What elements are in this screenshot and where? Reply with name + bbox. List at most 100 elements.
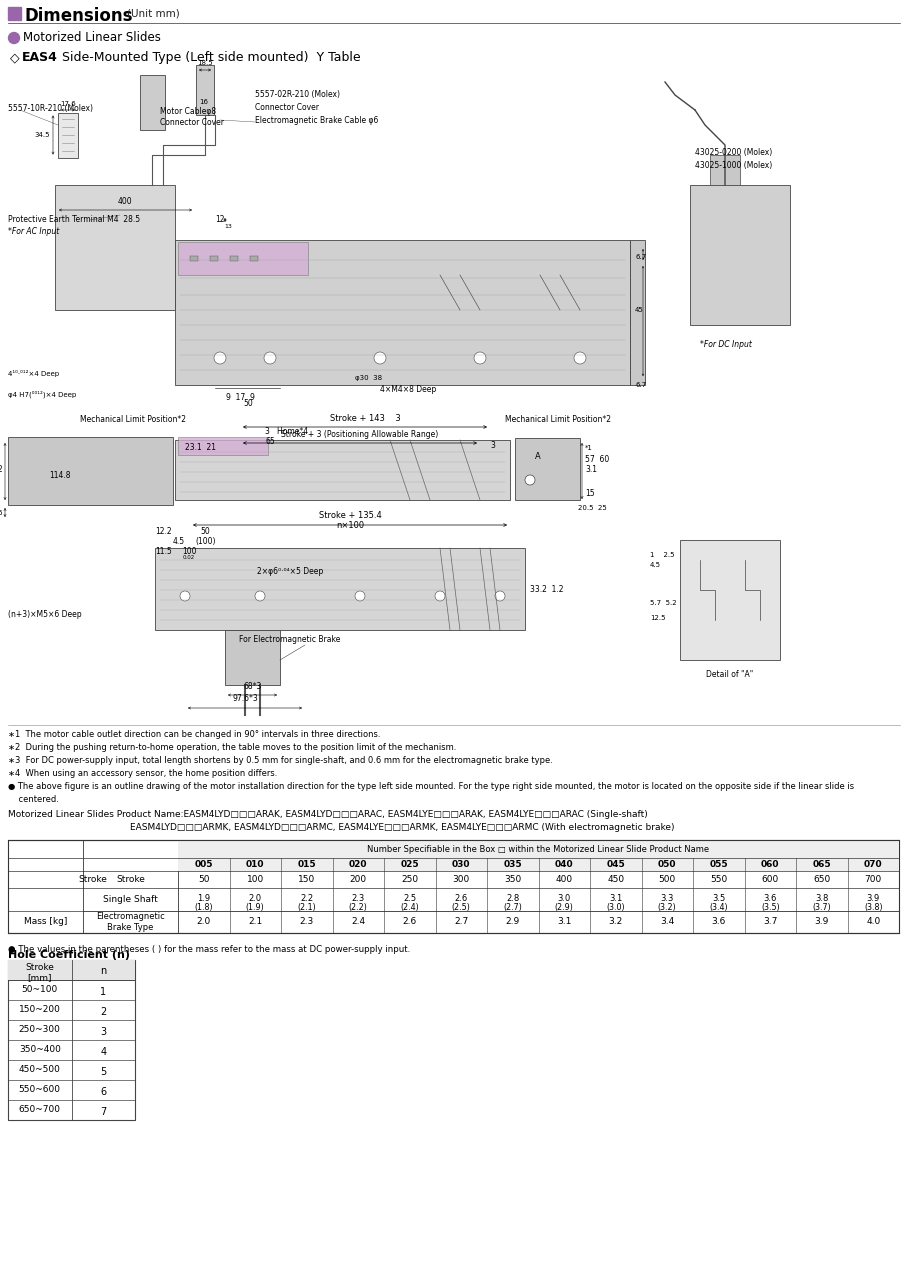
Bar bbox=[190, 256, 198, 261]
Text: 68*3: 68*3 bbox=[244, 682, 262, 691]
Text: 43025-1000 (Molex): 43025-1000 (Molex) bbox=[695, 161, 773, 170]
Text: φ30  38: φ30 38 bbox=[355, 375, 382, 381]
Text: 010: 010 bbox=[246, 860, 265, 869]
Bar bbox=[250, 256, 258, 261]
Text: 2.3: 2.3 bbox=[300, 918, 314, 927]
Bar bbox=[210, 256, 218, 261]
Text: (2.9): (2.9) bbox=[554, 902, 574, 911]
Circle shape bbox=[525, 475, 535, 485]
Text: Electromagnetic Brake Cable φ6: Electromagnetic Brake Cable φ6 bbox=[255, 116, 378, 125]
Bar bbox=[8, 840, 899, 933]
Text: (2.1): (2.1) bbox=[297, 902, 316, 911]
Text: (3.8): (3.8) bbox=[864, 902, 883, 911]
Text: centered.: centered. bbox=[8, 795, 59, 804]
Text: 3.9: 3.9 bbox=[814, 918, 829, 927]
Text: 1.9: 1.9 bbox=[197, 893, 210, 902]
Text: 4.0: 4.0 bbox=[866, 918, 881, 927]
Text: 5: 5 bbox=[100, 1068, 106, 1076]
Text: *1: *1 bbox=[585, 445, 593, 451]
Text: 2.0: 2.0 bbox=[249, 893, 262, 902]
Text: Stroke + 135.4: Stroke + 135.4 bbox=[319, 511, 382, 520]
Text: 005: 005 bbox=[195, 860, 213, 869]
Text: A: A bbox=[535, 452, 541, 461]
Text: 300: 300 bbox=[453, 876, 470, 884]
Bar bbox=[230, 256, 238, 261]
Text: 97.6*3: 97.6*3 bbox=[232, 694, 258, 703]
Text: 3: 3 bbox=[490, 442, 494, 451]
Text: EAS4: EAS4 bbox=[22, 51, 58, 64]
Text: 2.1: 2.1 bbox=[248, 918, 263, 927]
Text: 50~100: 50~100 bbox=[22, 986, 58, 995]
Text: 20.5  25: 20.5 25 bbox=[578, 506, 606, 511]
Text: Electromagnetic
Brake Type: Electromagnetic Brake Type bbox=[96, 913, 165, 932]
Text: Hole Coefficient (n): Hole Coefficient (n) bbox=[8, 950, 130, 960]
Text: 2.6: 2.6 bbox=[454, 893, 468, 902]
Text: (3.0): (3.0) bbox=[606, 902, 625, 911]
Text: 4.5: 4.5 bbox=[173, 538, 185, 547]
Text: 150: 150 bbox=[298, 876, 315, 884]
Text: 5.7  5.2: 5.7 5.2 bbox=[650, 600, 676, 605]
Text: 3.0: 3.0 bbox=[557, 893, 571, 902]
Text: (1.9): (1.9) bbox=[245, 902, 265, 911]
Text: 33.2  1.2: 33.2 1.2 bbox=[530, 585, 564, 594]
Text: 3.1: 3.1 bbox=[557, 918, 572, 927]
Text: Stroke + 3 (Positioning Allowable Range): Stroke + 3 (Positioning Allowable Range) bbox=[282, 430, 439, 439]
Text: 2.0: 2.0 bbox=[196, 918, 211, 927]
Text: 3   Home*4: 3 Home*4 bbox=[265, 428, 308, 436]
Text: 650~700: 650~700 bbox=[19, 1105, 61, 1114]
Text: (1.8): (1.8) bbox=[195, 902, 213, 911]
Text: 13: 13 bbox=[224, 224, 232, 229]
Circle shape bbox=[435, 591, 445, 602]
Text: 3.6: 3.6 bbox=[764, 893, 777, 902]
Circle shape bbox=[214, 352, 226, 364]
Circle shape bbox=[8, 32, 19, 44]
Text: 4.5: 4.5 bbox=[650, 562, 661, 568]
Bar bbox=[55, 186, 175, 310]
Text: (100): (100) bbox=[195, 538, 215, 547]
Text: (n+3)×M5×6 Deep: (n+3)×M5×6 Deep bbox=[8, 611, 82, 620]
Text: 2.5: 2.5 bbox=[404, 893, 416, 902]
Text: n: n bbox=[100, 966, 106, 975]
Bar bbox=[8, 6, 21, 20]
Text: φ4 H7(⁰⁰¹²)×4 Deep: φ4 H7(⁰⁰¹²)×4 Deep bbox=[8, 390, 76, 398]
Text: 250~300: 250~300 bbox=[19, 1025, 61, 1034]
Bar bbox=[630, 241, 645, 385]
Circle shape bbox=[374, 352, 386, 364]
Text: (3.7): (3.7) bbox=[813, 902, 831, 911]
Text: 5557-10R-210 (Molex): 5557-10R-210 (Molex) bbox=[8, 104, 93, 113]
Text: 50: 50 bbox=[200, 527, 210, 536]
Text: 600: 600 bbox=[762, 876, 779, 884]
Text: 350~400: 350~400 bbox=[19, 1044, 61, 1053]
Text: (Unit mm): (Unit mm) bbox=[127, 9, 180, 19]
Bar bbox=[710, 155, 740, 186]
Text: (3.2): (3.2) bbox=[658, 902, 676, 911]
Text: 23.1  21: 23.1 21 bbox=[185, 443, 216, 452]
Text: 3.6: 3.6 bbox=[712, 918, 726, 927]
Text: ∗4  When using an accessory sensor, the home position differs.: ∗4 When using an accessory sensor, the h… bbox=[8, 769, 277, 778]
Text: 50: 50 bbox=[243, 399, 253, 408]
Bar bbox=[178, 436, 268, 454]
Text: Stroke: Stroke bbox=[116, 876, 145, 884]
Text: n×100: n×100 bbox=[336, 521, 365, 530]
Text: 34.5: 34.5 bbox=[35, 132, 50, 138]
Text: 3.9: 3.9 bbox=[866, 893, 880, 902]
Text: (2.7): (2.7) bbox=[504, 902, 522, 911]
Text: Stroke: Stroke bbox=[78, 876, 107, 884]
Text: Motor Cableφ8: Motor Cableφ8 bbox=[160, 108, 216, 116]
Bar bbox=[680, 540, 780, 660]
Text: Stroke + 143    3: Stroke + 143 3 bbox=[330, 413, 400, 422]
Text: 11.5: 11.5 bbox=[155, 547, 172, 556]
Text: *For AC Input: *For AC Input bbox=[8, 227, 59, 236]
Text: 025: 025 bbox=[401, 860, 419, 869]
Text: (2.4): (2.4) bbox=[400, 902, 419, 911]
Text: 57  60: 57 60 bbox=[585, 454, 609, 463]
Text: 055: 055 bbox=[709, 860, 728, 869]
Text: Stroke
[mm]: Stroke [mm] bbox=[25, 963, 55, 983]
Text: ∗2  During the pushing return-to-home operation, the table moves to the position: ∗2 During the pushing return-to-home ope… bbox=[8, 742, 456, 751]
Text: 400: 400 bbox=[555, 876, 573, 884]
Bar bbox=[690, 186, 790, 325]
Circle shape bbox=[180, 591, 190, 602]
Text: Motorized Linear Slides Product Name:EASM4LYD□□□ARAK, EASM4LYD□□□ARAC, EASM4LYE□: Motorized Linear Slides Product Name:EAS… bbox=[8, 810, 648, 819]
Text: Number Specifiable in the Box □ within the Motorized Linear Slide Product Name: Number Specifiable in the Box □ within t… bbox=[367, 845, 710, 854]
Bar bbox=[8, 436, 173, 506]
